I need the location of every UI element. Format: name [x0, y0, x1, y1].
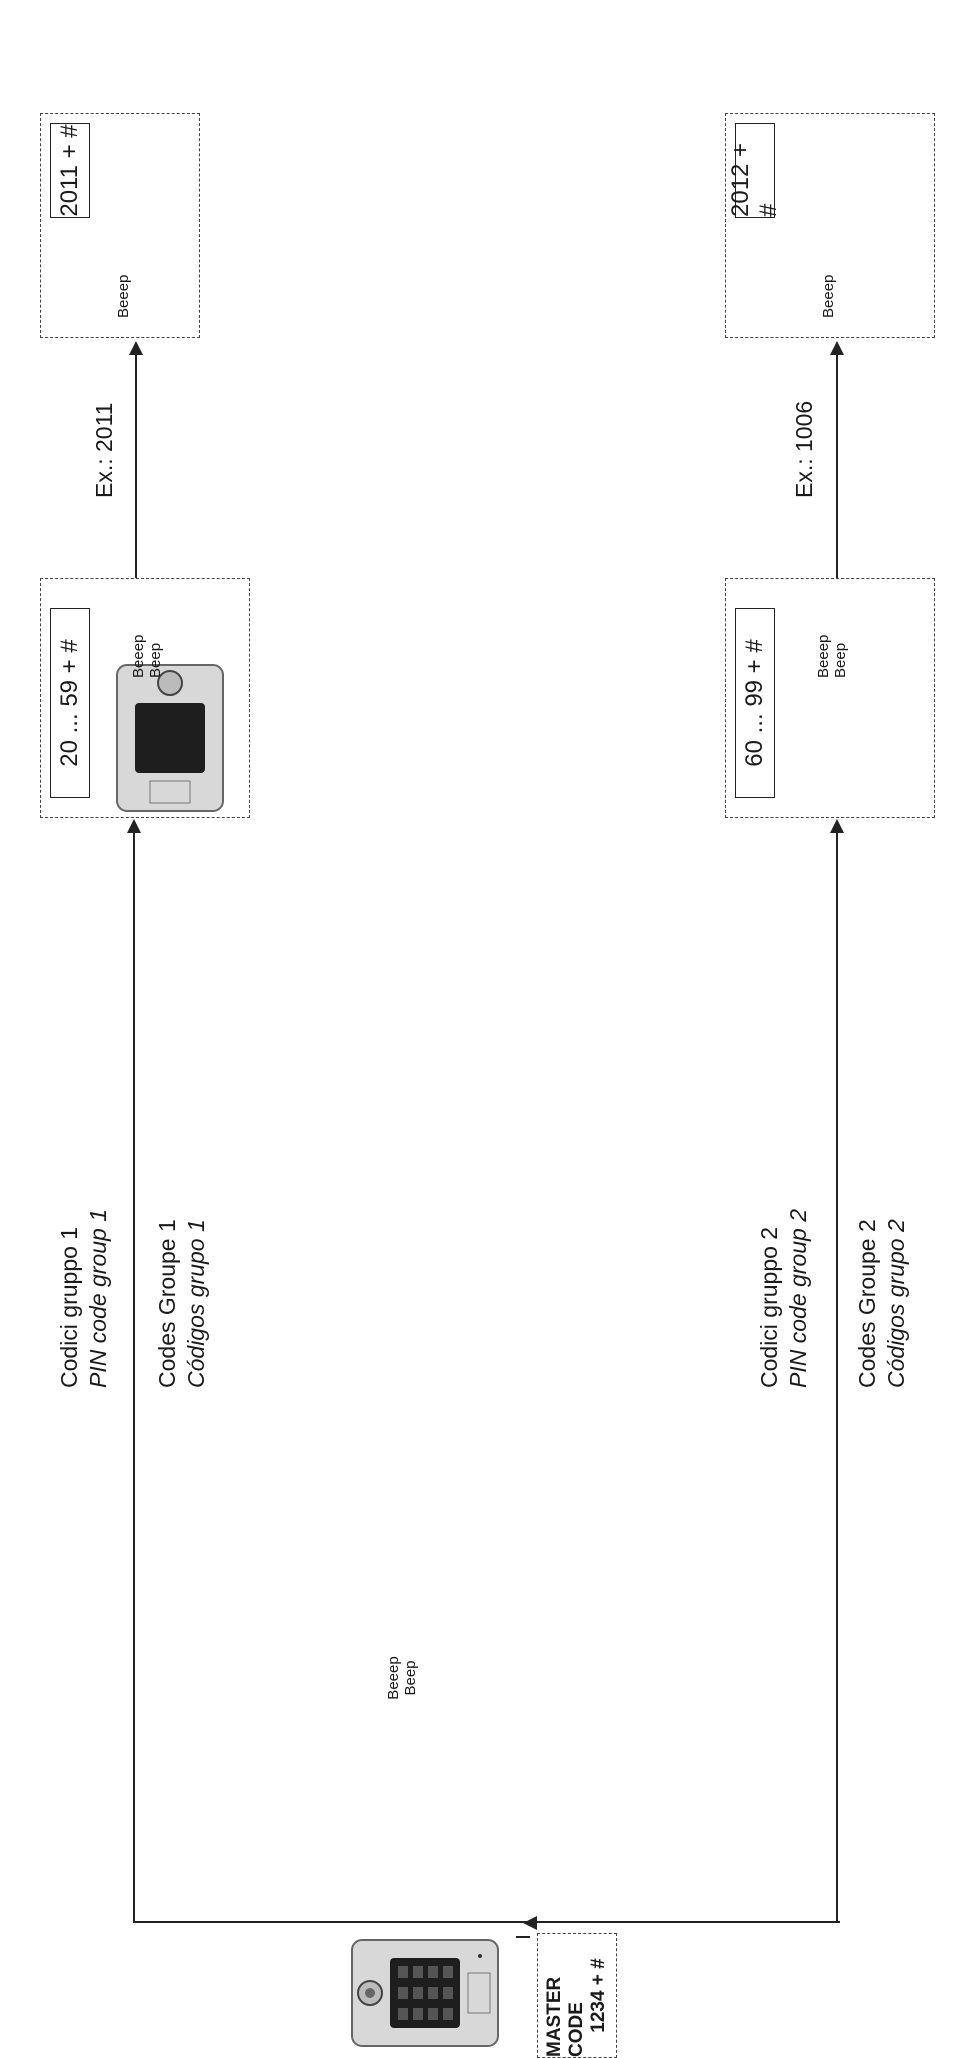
beep-text: Beep	[147, 635, 164, 678]
keypad-device-icon	[350, 1938, 500, 2048]
group2-trunk-extend	[560, 1921, 838, 1923]
group2-line	[836, 833, 838, 1923]
group2-arrowhead	[830, 819, 844, 833]
group1-arrowhead	[127, 819, 141, 833]
group1-label-fr: Codes Groupe 1	[153, 1219, 182, 1388]
beep-text: Beeep	[130, 635, 147, 678]
group2-label-es: Códigos grupo 2	[882, 1219, 911, 1388]
group1-label-gb: PIN code group 1	[84, 1209, 113, 1388]
beep-text: Beeep	[385, 1618, 402, 1738]
group2-example-arrowhead	[830, 341, 844, 355]
group1-example: Ex.: 2011	[90, 403, 119, 498]
group1-example-arrowhead	[129, 341, 143, 355]
group2-example: Ex.: 1006	[790, 401, 819, 498]
group2-user-beep: Beeep	[820, 275, 837, 318]
group2-label-gb: PIN code group 2	[784, 1209, 813, 1388]
group2-label-it: Codici gruppo 2	[755, 1227, 784, 1388]
group2-range-code-box: 60 ... 99 + #	[735, 608, 775, 798]
group2-example-arrow	[836, 353, 838, 578]
group1-label-it: Codici gruppo 1	[55, 1227, 84, 1388]
beep-text: Beep	[832, 635, 849, 678]
group2-user-code-box: 2012 + #	[735, 123, 775, 218]
master-code-box: MASTER CODE 1234 + #	[537, 1933, 617, 2058]
master-code-label: MASTER CODE	[544, 1934, 588, 2057]
group2-range-beep: Beeep Beep	[815, 635, 849, 678]
master-trunk-arrowhead	[523, 1916, 537, 1930]
master-beep: Beeep Beep	[385, 1618, 419, 1738]
group1-line	[133, 1921, 563, 1923]
master-arrow-line	[516, 1936, 530, 1938]
group1-range-device	[95, 683, 250, 793]
master-code-value: 1234 + #	[588, 1958, 610, 2033]
group1-user-beep: Beeep	[115, 275, 132, 318]
beep-text: Beep	[402, 1618, 419, 1738]
beep-text: Beeep	[815, 635, 832, 678]
group2-label-fr: Codes Groupe 2	[853, 1219, 882, 1388]
group1-arrow-horizontal	[133, 833, 135, 1923]
keypad-device-icon	[115, 663, 225, 813]
group1-range-beep: Beeep Beep	[130, 635, 164, 678]
group1-user-code-box: 2011 + #	[50, 123, 90, 218]
master-keypad-device	[350, 1938, 505, 2048]
group1-label-es: Códigos grupo 1	[182, 1219, 211, 1388]
group1-range-code-box: 20 ... 59 + #	[50, 608, 90, 798]
group1-example-arrow	[135, 353, 137, 578]
